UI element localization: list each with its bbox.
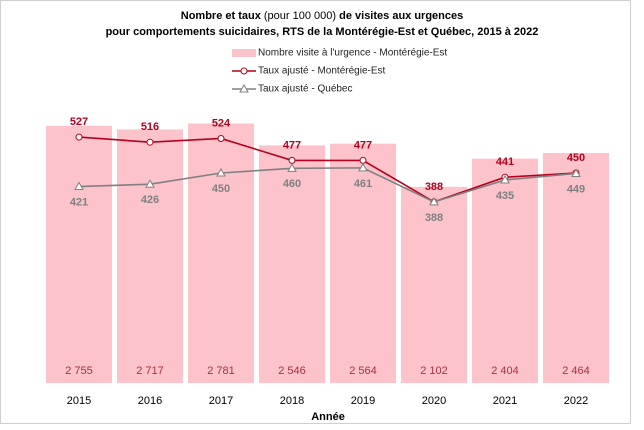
x-tick-label: 2018 [280, 395, 304, 407]
bar [45, 125, 113, 383]
bar-label: 2 755 [65, 365, 93, 377]
legend-label: Taux ajusté - Québec [258, 84, 353, 95]
data-label: 388 [425, 181, 443, 193]
bar-label: 2 717 [136, 365, 164, 377]
data-label: 516 [141, 121, 159, 133]
title-part: Nombre et taux [181, 10, 262, 22]
x-tick-label: 2021 [493, 395, 517, 407]
bar-label: 2 102 [420, 365, 448, 377]
bar [258, 145, 326, 383]
chart-title: pour comportements suicidaires, RTS de l… [106, 26, 539, 38]
data-label: 450 [567, 152, 585, 164]
bar [400, 186, 468, 383]
bar-label: 2 464 [562, 365, 590, 377]
title-part: de visites aux urgences [339, 10, 463, 22]
marker [500, 174, 510, 184]
bar [187, 123, 255, 383]
x-axis-label: Année [311, 411, 345, 423]
data-label: 461 [354, 178, 372, 190]
line [78, 136, 577, 203]
bar-label: 2 404 [491, 365, 519, 377]
bar-label: 2 781 [207, 365, 235, 377]
x-tick-label: 2019 [351, 395, 375, 407]
data-label: 435 [496, 190, 514, 202]
marker [287, 163, 297, 172]
bar [329, 143, 397, 383]
bar-label: 2 564 [349, 365, 377, 377]
marker [358, 162, 368, 172]
legend-marker [239, 83, 249, 93]
marker [146, 138, 154, 146]
legend-swatch [232, 49, 256, 57]
data-label: 388 [425, 212, 443, 224]
marker [74, 181, 84, 191]
marker [145, 179, 155, 188]
bar [471, 158, 539, 383]
x-tick-label: 2016 [138, 395, 162, 407]
line [78, 167, 577, 203]
data-label: 449 [567, 183, 585, 195]
chart-title: Nombre et taux (pour 100 000) de visites… [181, 10, 464, 22]
marker [571, 168, 581, 177]
data-label: 477 [283, 139, 301, 151]
marker [359, 156, 367, 164]
bar [116, 129, 184, 383]
x-tick-label: 2015 [67, 395, 91, 407]
x-tick-label: 2020 [422, 395, 446, 407]
data-label: 450 [212, 183, 230, 195]
marker [429, 196, 439, 206]
data-label: 524 [212, 117, 231, 129]
legend-marker [240, 67, 248, 75]
x-tick-label: 2022 [564, 395, 588, 407]
legend-label: Nombre visite à l'urgence - Montérégie-E… [258, 48, 447, 59]
marker [217, 134, 225, 142]
marker [75, 133, 83, 141]
bar [542, 153, 610, 383]
bar-label: 2 546 [278, 365, 306, 377]
data-label: 460 [283, 178, 301, 190]
data-label: 421 [70, 196, 88, 208]
x-tick-label: 2017 [209, 395, 233, 407]
marker [288, 156, 296, 164]
data-label: 426 [141, 194, 159, 206]
data-label: 477 [354, 139, 372, 151]
data-label: 441 [496, 156, 514, 168]
marker [216, 167, 226, 177]
legend-label: Taux ajusté - Montérégie-Est [258, 66, 386, 77]
data-label: 527 [70, 116, 88, 128]
title-part: (pour 100 000) [264, 10, 336, 22]
